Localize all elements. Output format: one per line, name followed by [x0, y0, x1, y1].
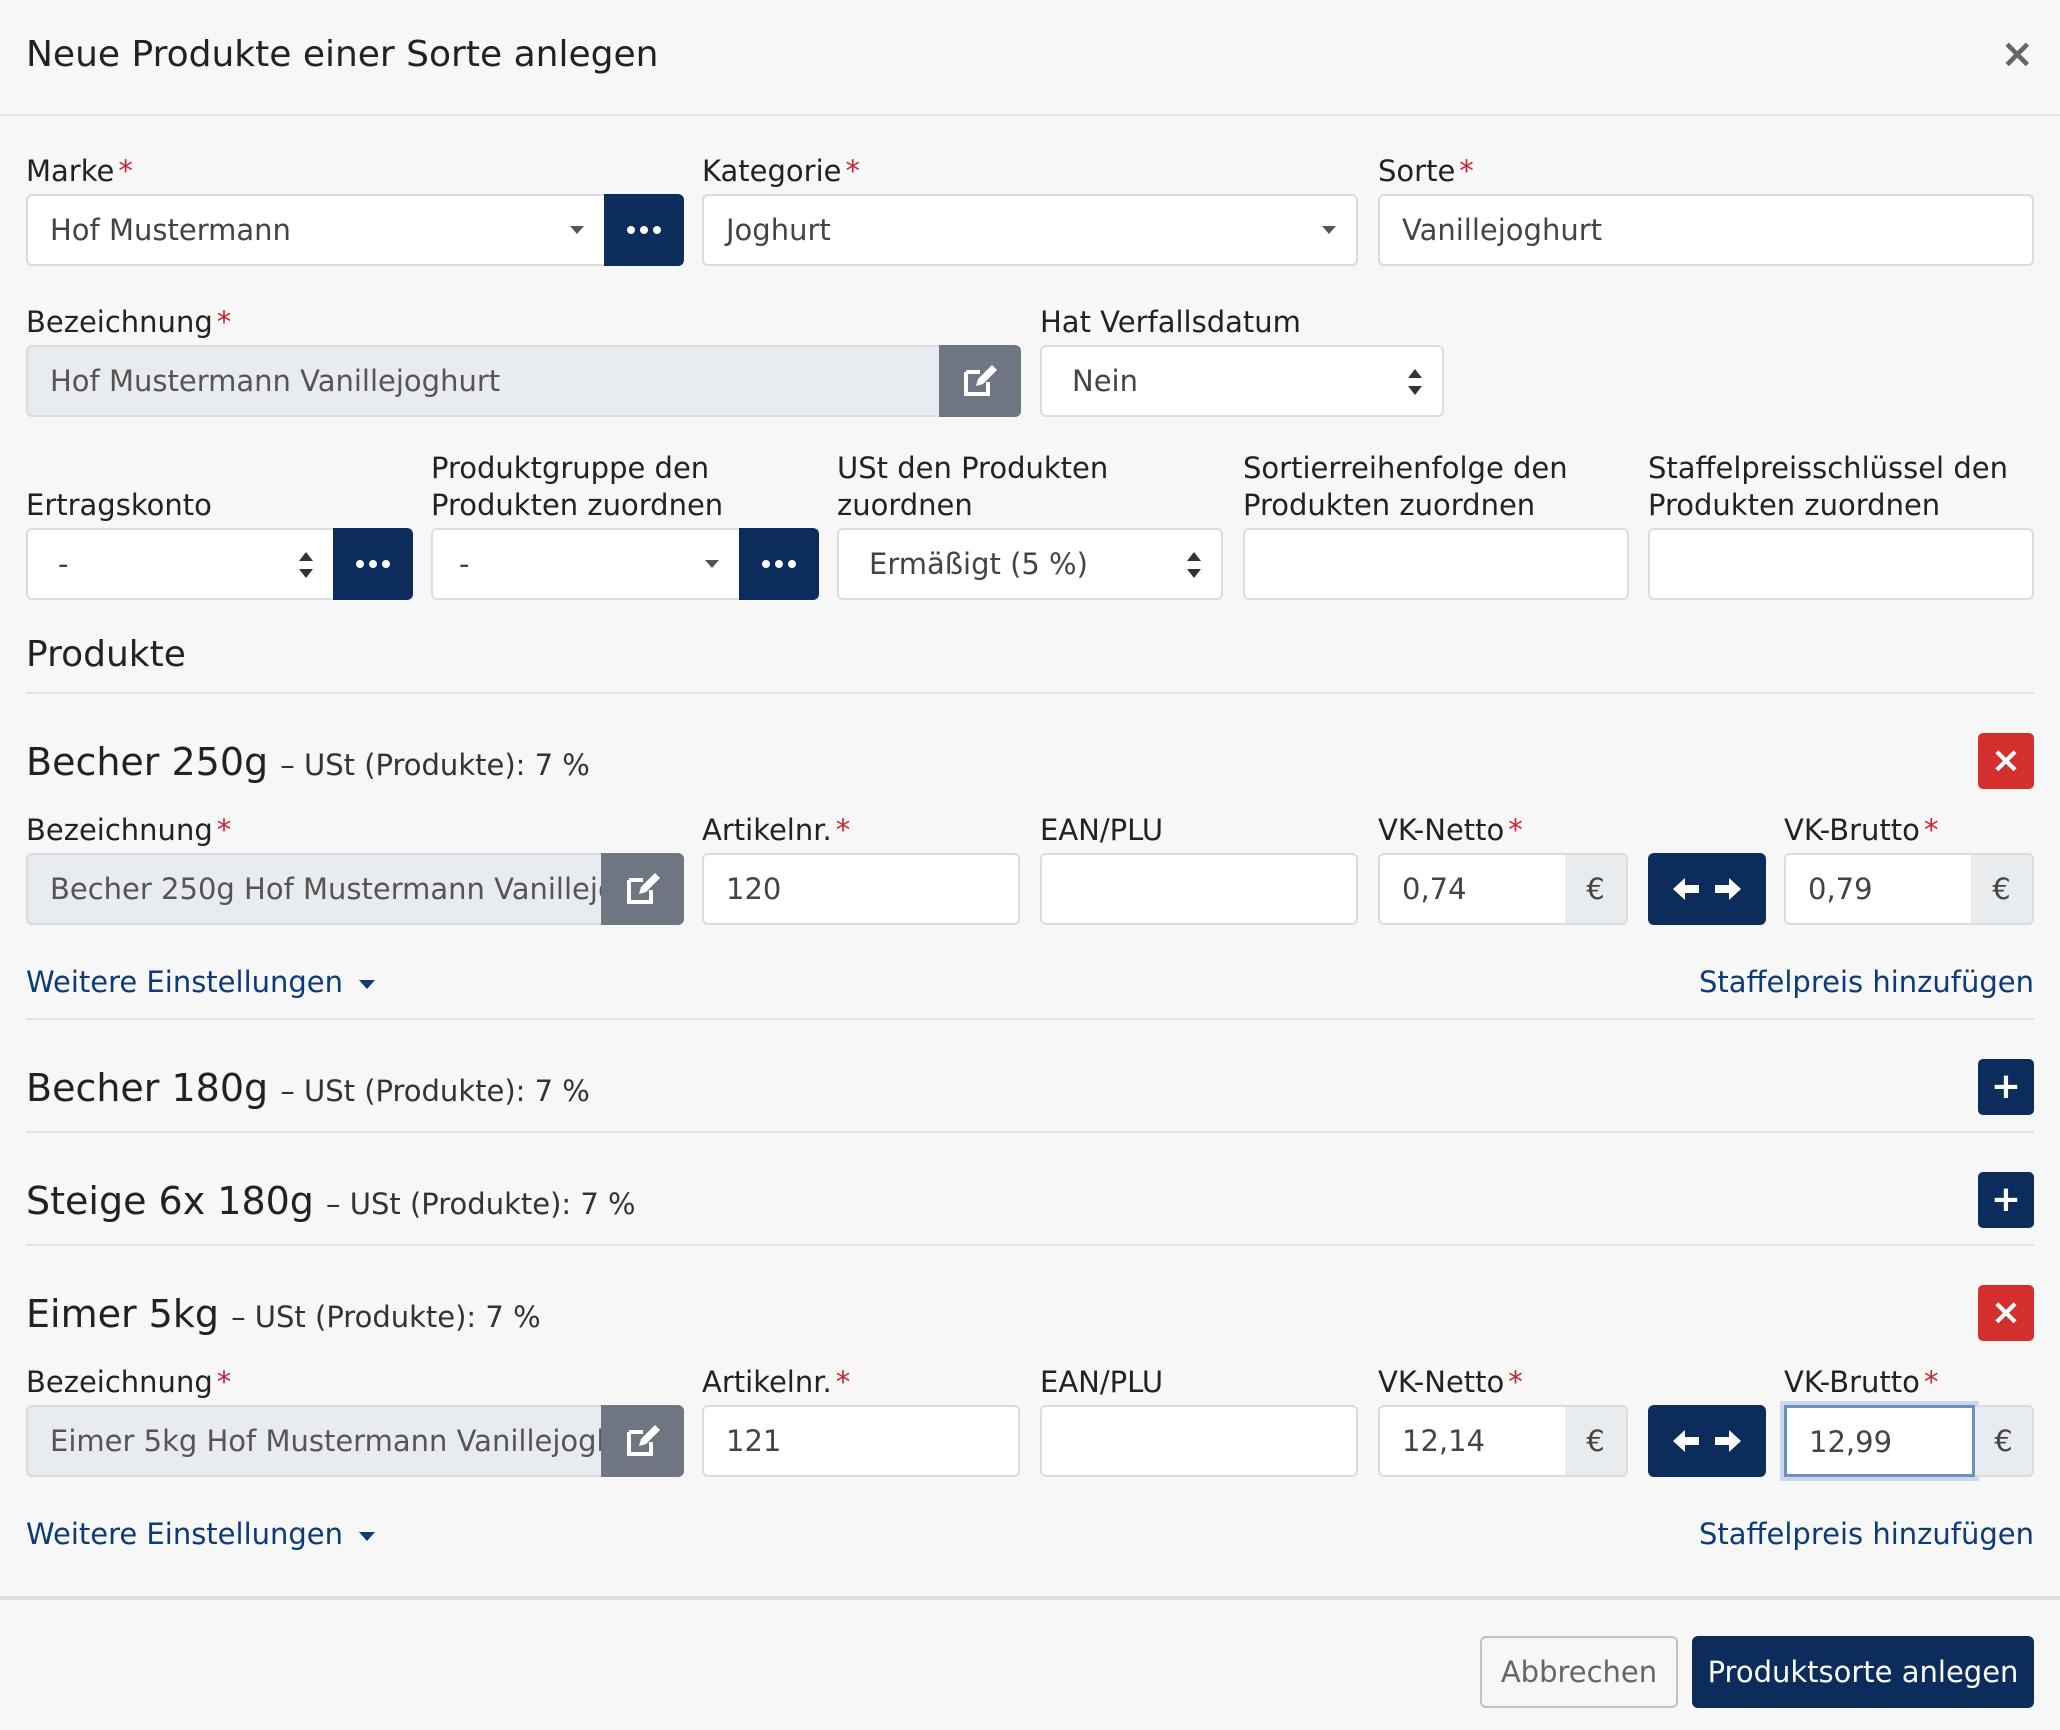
- product-bezeichnung-edit-button[interactable]: [601, 1405, 684, 1477]
- artikelnr-label: Artikelnr. *: [702, 1365, 851, 1399]
- currency-addon: €: [1565, 1405, 1628, 1477]
- currency-addon: €: [1565, 853, 1628, 925]
- product-bezeichnung-label: Bezeichnung *: [26, 813, 232, 847]
- ean-label: EAN/PLU: [1040, 813, 1164, 847]
- plus-icon: +: [1990, 1066, 2022, 1107]
- more-dots-icon: [627, 226, 661, 234]
- product-bezeichnung-input: Eimer 5kg Hof Mustermann Vanillejoghurt: [26, 1405, 601, 1477]
- vk-brutto-input[interactable]: 12,99: [1784, 1405, 1975, 1477]
- currency-addon: €: [1971, 853, 2034, 925]
- add-product-button[interactable]: +: [1978, 1059, 2034, 1115]
- caret-down-icon: [359, 1531, 376, 1541]
- close-icon: ×: [1990, 740, 2022, 781]
- bezeichnung-edit-button[interactable]: [939, 345, 1021, 417]
- staffel-input[interactable]: [1648, 528, 2034, 600]
- ust-label: USt den Produkten zuordnen: [837, 451, 1109, 522]
- divider: [26, 1018, 2034, 1020]
- swap-price-button[interactable]: [1648, 853, 1766, 925]
- vk-brutto-input[interactable]: 0,79: [1784, 853, 1971, 925]
- ean-label: EAN/PLU: [1040, 1365, 1164, 1399]
- modal-header: Neue Produkte einer Sorte anlegen ×: [0, 0, 2060, 116]
- arrows-left-right-icon: [1673, 1430, 1741, 1452]
- chevron-down-icon: [705, 560, 719, 568]
- caret-down-icon: [359, 979, 376, 989]
- verfallsdatum-select[interactable]: Nein: [1040, 345, 1444, 417]
- updown-icon: [1187, 552, 1201, 578]
- updown-icon: [299, 552, 313, 578]
- verfallsdatum-label: Hat Verfallsdatum: [1040, 305, 1301, 339]
- ertragskonto-label: Ertragskonto: [26, 488, 212, 522]
- swap-price-button[interactable]: [1648, 1405, 1766, 1477]
- artikelnr-input[interactable]: 120: [702, 853, 1020, 925]
- marke-select[interactable]: Hof Mustermann: [26, 194, 604, 266]
- staffelpreis-link[interactable]: Staffelpreis hinzufügen: [1699, 965, 2034, 999]
- sorte-input[interactable]: Vanillejoghurt: [1378, 194, 2034, 266]
- updown-icon: [1408, 369, 1422, 395]
- produktgruppe-label: Produktgruppe den Produkten zuordnen: [431, 451, 724, 522]
- product-title: Steige 6x 180g – USt (Produkte): 7 %: [26, 1179, 636, 1223]
- cancel-button[interactable]: Abbrechen: [1480, 1636, 1678, 1708]
- staffel-label: Staffelpreisschlüssel den Produkten zuord…: [1648, 451, 2008, 522]
- produktgruppe-more-button[interactable]: [739, 528, 819, 600]
- bezeichnung-input: Hof Mustermann Vanillejoghurt: [26, 345, 939, 417]
- divider: [26, 692, 2034, 694]
- vk-netto-label: VK-Netto *: [1378, 813, 1523, 847]
- edit-icon: [964, 365, 997, 396]
- remove-product-button[interactable]: ×: [1978, 1285, 2034, 1341]
- product-bezeichnung-label: Bezeichnung *: [26, 1365, 232, 1399]
- marke-label: Marke *: [26, 154, 133, 188]
- product-bezeichnung-edit-button[interactable]: [601, 853, 684, 925]
- more-dots-icon: [762, 560, 796, 568]
- vk-netto-input[interactable]: 0,74: [1378, 853, 1565, 925]
- chevron-down-icon: [570, 226, 584, 234]
- chevron-down-icon: [1322, 226, 1336, 234]
- kategorie-label: Kategorie *: [702, 154, 860, 188]
- sorte-label: Sorte *: [1378, 154, 1474, 188]
- weitere-einstellungen-link[interactable]: Weitere Einstellungen: [26, 964, 376, 1000]
- staffelpreis-link[interactable]: Staffelpreis hinzufügen: [1699, 1517, 2034, 1551]
- edit-icon: [626, 873, 660, 904]
- add-product-button[interactable]: +: [1978, 1172, 2034, 1228]
- modal-footer: Abbrechen Produktsorte anlegen: [0, 1596, 2060, 1730]
- submit-button[interactable]: Produktsorte anlegen: [1692, 1636, 2034, 1708]
- product-bezeichnung-input: Becher 250g Hof Mustermann Vanillejoghur…: [26, 853, 601, 925]
- edit-icon: [626, 1425, 660, 1456]
- produktgruppe-select[interactable]: -: [431, 528, 739, 600]
- ertragskonto-select[interactable]: -: [26, 528, 333, 600]
- vk-brutto-label: VK-Brutto *: [1784, 813, 1939, 847]
- vk-brutto-label: VK-Brutto *: [1784, 1365, 1939, 1399]
- artikelnr-input[interactable]: 121: [702, 1405, 1020, 1477]
- section-title: Produkte: [26, 634, 186, 675]
- bezeichnung-label: Bezeichnung *: [26, 305, 232, 339]
- plus-icon: +: [1990, 1179, 2022, 1220]
- modal-title: Neue Produkte einer Sorte anlegen: [26, 34, 659, 75]
- remove-product-button[interactable]: ×: [1978, 733, 2034, 789]
- marke-more-button[interactable]: [604, 194, 684, 266]
- product-title: Becher 180g – USt (Produkte): 7 %: [26, 1066, 590, 1110]
- kategorie-select[interactable]: Joghurt: [702, 194, 1358, 266]
- close-icon[interactable]: ×: [2000, 31, 2034, 77]
- divider: [26, 1131, 2034, 1133]
- vk-netto-input[interactable]: 12,14: [1378, 1405, 1565, 1477]
- sortierung-input[interactable]: [1243, 528, 1629, 600]
- divider: [26, 1244, 2034, 1246]
- product-title: Becher 250g – USt (Produkte): 7 %: [26, 740, 590, 784]
- ertragskonto-more-button[interactable]: [333, 528, 413, 600]
- weitere-einstellungen-link[interactable]: Weitere Einstellungen: [26, 1516, 376, 1552]
- ust-select[interactable]: Ermäßigt (5 %): [837, 528, 1223, 600]
- arrows-left-right-icon: [1673, 878, 1741, 900]
- sortierung-label: Sortierreihenfolge den Produkten zuordnen: [1243, 451, 1568, 522]
- vk-netto-label: VK-Netto *: [1378, 1365, 1523, 1399]
- artikelnr-label: Artikelnr. *: [702, 813, 851, 847]
- ean-input[interactable]: [1040, 1405, 1358, 1477]
- close-icon: ×: [1990, 1292, 2022, 1333]
- ean-input[interactable]: [1040, 853, 1358, 925]
- currency-addon: €: [1975, 1405, 2034, 1477]
- more-dots-icon: [356, 560, 390, 568]
- product-title: Eimer 5kg – USt (Produkte): 7 %: [26, 1292, 541, 1336]
